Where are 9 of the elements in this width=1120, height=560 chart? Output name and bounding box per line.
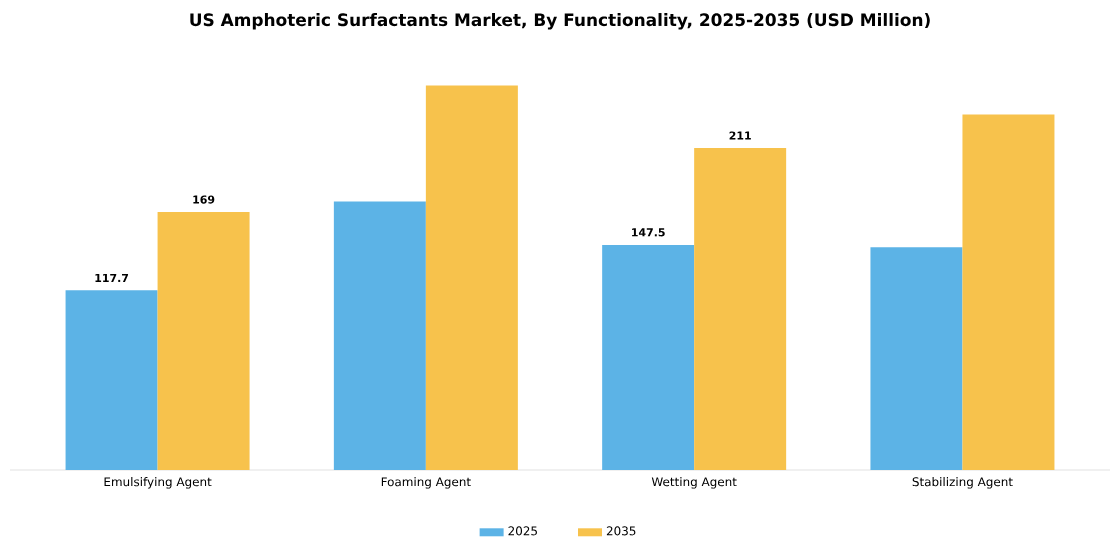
- bar: [333, 201, 426, 470]
- bar: [694, 147, 787, 470]
- bar: [870, 247, 963, 470]
- bar: [65, 290, 158, 470]
- bar: [602, 244, 695, 470]
- chart-title: US Amphoteric Surfactants Market, By Functionality, 2025-2035 (USD Million): [190, 13, 930, 30]
- bar: [157, 212, 250, 470]
- bar: [425, 85, 518, 470]
- bar: [962, 114, 1055, 470]
